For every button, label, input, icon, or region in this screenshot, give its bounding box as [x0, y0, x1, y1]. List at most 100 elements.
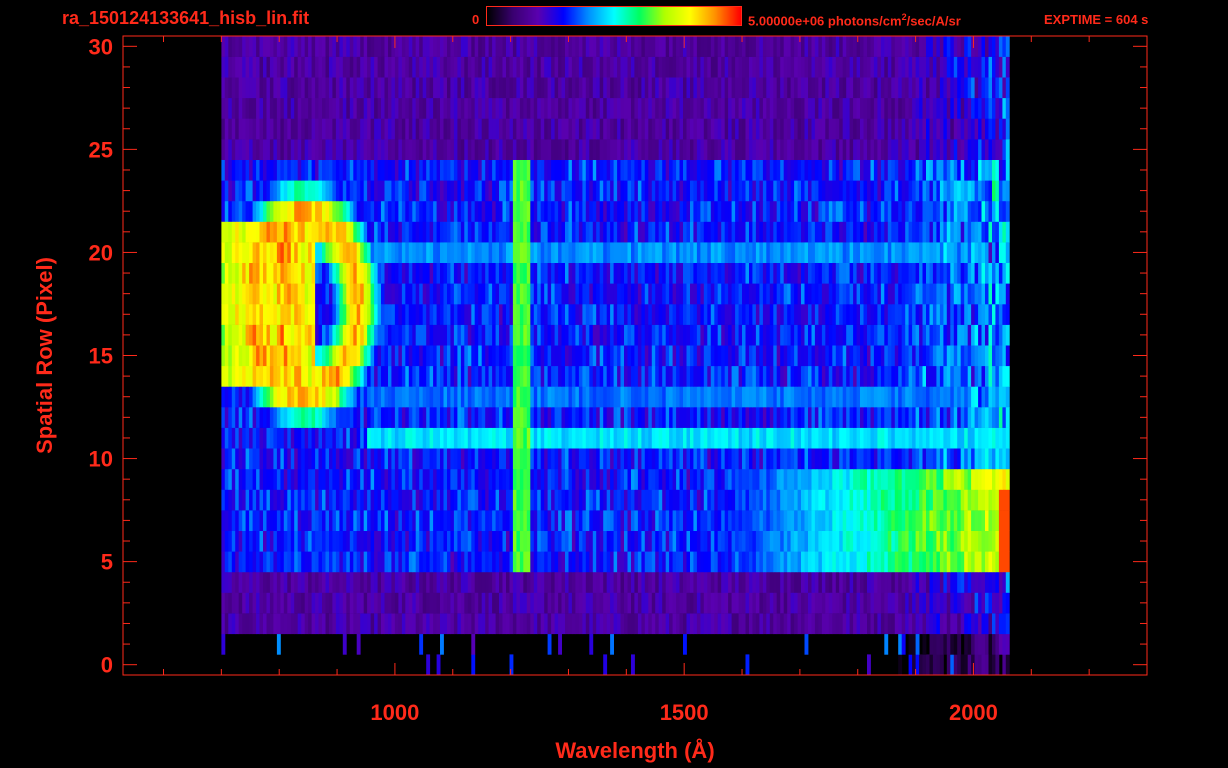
heatmap-cell [686, 530, 691, 552]
heatmap-cell [578, 324, 583, 346]
heatmap-cell [391, 242, 396, 263]
heatmap-cell [637, 386, 642, 408]
heatmap-cell [297, 551, 302, 573]
heatmap-cell [405, 242, 410, 263]
heatmap-cell [256, 592, 260, 614]
heatmap-cell [450, 324, 455, 346]
heatmap-cell [249, 386, 253, 408]
heatmap-cell [269, 386, 274, 408]
heatmap-cell [238, 613, 243, 635]
heatmap-cell [381, 345, 385, 367]
heatmap-cell [877, 304, 882, 325]
heatmap-cell [422, 386, 427, 408]
heatmap-cell [953, 221, 958, 243]
heatmap-cell [790, 345, 795, 367]
heatmap-cell [992, 365, 996, 387]
heatmap-cell [905, 200, 910, 222]
heatmap-cell [467, 200, 472, 222]
heatmap-cell [381, 448, 385, 470]
heatmap-cell [686, 571, 691, 593]
heatmap-cell [988, 489, 993, 511]
heatmap-cell [978, 407, 982, 428]
heatmap-cell [592, 407, 597, 428]
heatmap-cell [433, 571, 437, 593]
heatmap-cell [773, 304, 778, 325]
heatmap-cell [322, 221, 326, 243]
heatmap-cell [811, 324, 816, 346]
heatmap-cell [839, 262, 844, 284]
heatmap-cell [263, 221, 267, 243]
heatmap-cell [339, 489, 344, 511]
heatmap-cell [276, 242, 281, 263]
heatmap-cell [537, 407, 542, 428]
heatmap-cell [926, 221, 930, 243]
heatmap-cell [596, 592, 601, 614]
heatmap-cell [325, 571, 330, 593]
heatmap-cell [370, 530, 375, 552]
heatmap-cell [488, 592, 493, 614]
heatmap-cell [495, 448, 500, 470]
heatmap-cell [394, 365, 399, 387]
heatmap-cell [742, 283, 746, 305]
heatmap-cell [467, 324, 472, 346]
heatmap-cell [960, 489, 965, 511]
heatmap-cell [290, 510, 295, 531]
heatmap-cell [804, 468, 809, 490]
heatmap-cell [953, 654, 958, 676]
heatmap-cell [304, 262, 309, 284]
heatmap-cell [578, 221, 583, 243]
heatmap-cell [1005, 242, 1010, 263]
heatmap-cell [269, 345, 274, 367]
heatmap-cell [381, 551, 385, 573]
heatmap-cell [981, 407, 986, 428]
heatmap-cell [967, 530, 972, 552]
heatmap-cell [544, 427, 549, 449]
heatmap-cell [419, 345, 424, 367]
heatmap-cell [679, 324, 684, 346]
heatmap-cell [283, 200, 288, 222]
heatmap-cell [533, 242, 538, 263]
heatmap-cell [492, 510, 496, 531]
heatmap-cell [245, 551, 250, 573]
heatmap-cell [929, 654, 934, 676]
heatmap-cell [311, 613, 316, 635]
heatmap-cell [506, 468, 510, 490]
heatmap-cell [571, 407, 576, 428]
heatmap-cell [440, 489, 444, 511]
heatmap-cell [905, 592, 910, 614]
heatmap-cell [773, 324, 778, 346]
heatmap-cell [474, 427, 479, 449]
heatmap-cell [523, 345, 528, 367]
heatmap-cell [849, 551, 854, 573]
heatmap-cell [488, 304, 493, 325]
heatmap-cell [485, 283, 490, 305]
heatmap-cell [530, 448, 535, 470]
heatmap-cell [349, 200, 354, 222]
heatmap-cell [342, 592, 347, 614]
heatmap-cell [447, 324, 451, 346]
heatmap-cell [769, 448, 774, 470]
heatmap-cell [905, 304, 910, 325]
heatmap-cell [381, 304, 385, 325]
heatmap-cell [825, 551, 830, 573]
heatmap-cell [412, 283, 417, 305]
heatmap-cell [839, 427, 844, 449]
heatmap-cell [846, 613, 851, 635]
heatmap-cell [308, 510, 312, 531]
heatmap-cell [943, 468, 948, 490]
heatmap-cell [776, 324, 781, 346]
heatmap-cell [273, 304, 278, 325]
heatmap-cell [245, 448, 250, 470]
heatmap-cell [842, 386, 847, 408]
heatmap-cell [950, 221, 955, 243]
heatmap-cell [308, 448, 312, 470]
heatmap-cell [939, 571, 944, 593]
heatmap-cell [582, 530, 587, 552]
heatmap-cell [353, 407, 358, 428]
heatmap-cell [922, 613, 927, 635]
heatmap-cell [749, 324, 753, 346]
heatmap-cell [703, 510, 708, 531]
heatmap-cell [811, 592, 816, 614]
heatmap-cell [992, 551, 996, 573]
heatmap-cell [575, 180, 580, 202]
